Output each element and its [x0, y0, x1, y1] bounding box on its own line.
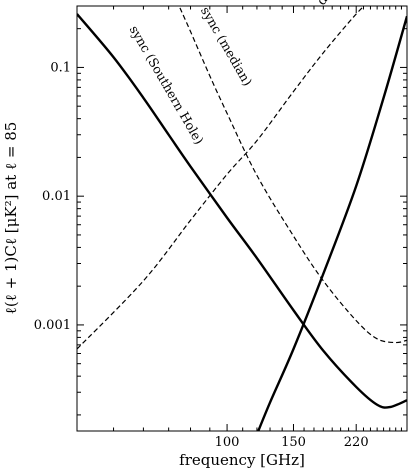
x-tick-label: 220	[344, 435, 369, 450]
series-sync-median	[179, 7, 407, 344]
series-dust-median	[77, 6, 366, 350]
curve-labels: sync (Southern Hole)sync (median)dust (m…	[127, 0, 377, 147]
y-axis-label: ℓ(ℓ + 1)Cℓ [μK²] at ℓ = 85	[2, 122, 20, 315]
x-axis-label: frequency [GHz]	[179, 451, 305, 469]
x-tick-label: 100	[215, 435, 240, 450]
curve-label-dust-median: dust (median)	[313, 0, 376, 8]
y-tick-label: 0.01	[42, 189, 71, 204]
series-dust-southern-hole	[256, 15, 407, 431]
x-tick-label: 150	[281, 435, 306, 450]
series-sync-southern-hole	[77, 13, 407, 409]
plot-frame	[76, 5, 408, 432]
curves	[77, 6, 407, 431]
curve-label-sync-median: sync (median)	[198, 4, 255, 89]
y-tick-label: 0.001	[34, 318, 71, 333]
y-tick-label: 0.1	[50, 60, 71, 75]
ticks: 100 150 220 0.1 0.01 0.001	[34, 6, 408, 450]
